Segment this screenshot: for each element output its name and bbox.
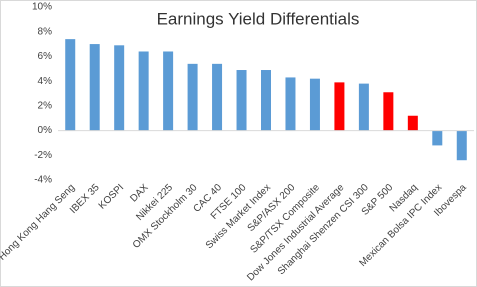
y-tick-label: 8% [38, 26, 53, 37]
bar [432, 130, 443, 146]
bar [163, 51, 174, 131]
bar [187, 63, 198, 131]
bar [138, 51, 149, 131]
y-tick-label: 0% [38, 125, 53, 136]
bar [114, 45, 125, 131]
bar [89, 44, 100, 131]
bar [407, 115, 418, 131]
bar [65, 39, 76, 131]
bar [309, 78, 320, 131]
chart-title: Earnings Yield Differentials [157, 9, 360, 28]
bar [334, 82, 345, 131]
bar [212, 63, 223, 131]
bar [383, 92, 394, 131]
y-tick-label: -2% [34, 150, 52, 161]
y-tick-label: -4% [34, 175, 52, 186]
y-tick-label: 10% [32, 2, 52, 13]
bar [285, 77, 296, 131]
y-tick-label: 2% [38, 100, 53, 111]
bar [358, 83, 369, 131]
bar [261, 70, 271, 131]
y-tick-label: 6% [38, 51, 53, 62]
y-tick-label: 4% [38, 76, 53, 87]
bar [456, 130, 467, 161]
bar [236, 70, 247, 131]
